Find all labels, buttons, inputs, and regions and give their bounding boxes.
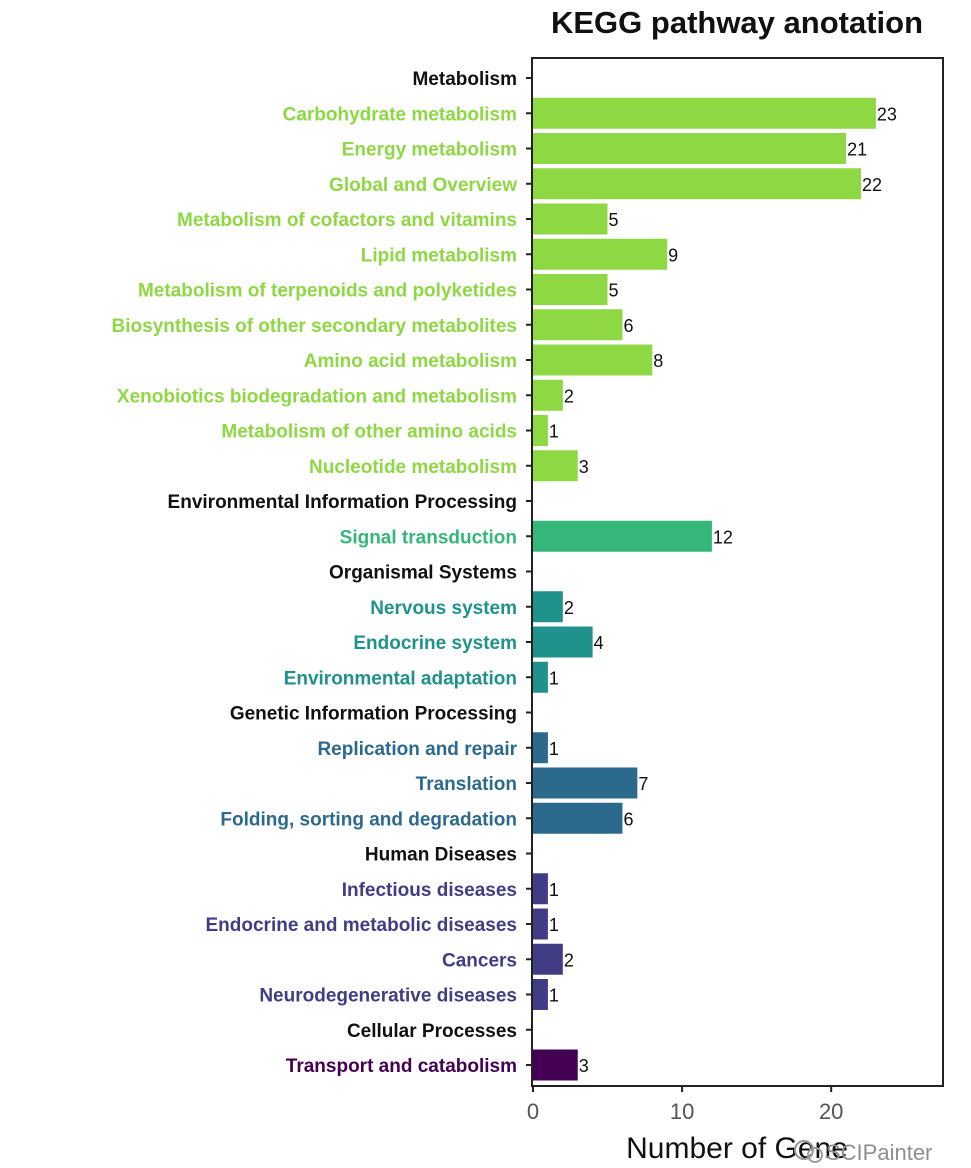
plot-frame	[531, 57, 944, 1087]
value-label-biosynthesis-of-other-secondary-metabolites: 6	[623, 316, 633, 336]
value-label-metabolism-of-cofactors-and-vitamins: 5	[609, 210, 619, 230]
bar-endocrine-and-metabolic-diseases	[533, 908, 548, 940]
wechat-icon-bubble	[807, 1147, 823, 1163]
value-label-transport-and-catabolism: 3	[579, 1056, 589, 1076]
category-label-infectious-diseases: Infectious diseases	[342, 880, 517, 901]
value-label-carbohydrate-metabolism: 23	[877, 104, 897, 124]
category-label-replication-and-repair: Replication and repair	[317, 739, 517, 760]
bar-metabolism-of-other-amino-acids	[533, 415, 548, 446]
value-label-xenobiotics-biodegradation-and-metabolism: 2	[564, 386, 574, 406]
bars-layer	[533, 97, 876, 1081]
value-label-signal-transduction: 12	[713, 527, 733, 547]
category-label-endocrine-system: Endocrine system	[353, 633, 517, 654]
value-label-environmental-adaptation: 1	[549, 668, 559, 688]
bar-cancers	[533, 943, 563, 975]
category-labels: Metabolism Carbohydrate metabolism Energy …	[112, 69, 518, 1077]
category-label-metabolism-of-other-amino-acids: Metabolism of other amino acids	[221, 422, 517, 443]
category-label-xenobiotics-biodegradation-and-metabolism: Xenobiotics biodegradation and metabolis…	[117, 386, 517, 407]
x-tick-label-10: 10	[670, 1099, 694, 1124]
value-label-cancers: 2	[564, 950, 574, 970]
bar-endocrine-system	[533, 626, 593, 658]
watermark-text: SCIPainter	[826, 1140, 932, 1165]
value-label-folding-sorting-and-degradation: 6	[623, 809, 633, 829]
bar-infectious-diseases	[533, 873, 548, 905]
category-label-lipid-metabolism: Lipid metabolism	[361, 245, 517, 266]
bar-biosynthesis-of-other-secondary-metabolites	[533, 309, 623, 341]
bar-amino-acid-metabolism	[533, 344, 653, 376]
category-label-biosynthesis-of-other-secondary-metabolites: Biosynthesis of other secondary metaboli…	[112, 316, 517, 337]
bar-translation	[533, 767, 638, 799]
x-tick-label-0: 0	[527, 1099, 539, 1124]
category-label-transport-and-catabolism: Transport and catabolism	[286, 1056, 517, 1077]
category-label-environmental-adaptation: Environmental adaptation	[284, 668, 517, 689]
bar-folding-sorting-and-degradation	[533, 802, 623, 834]
bar-carbohydrate-metabolism	[533, 97, 876, 129]
category-label-organismal-systems: Organismal Systems	[329, 563, 517, 584]
value-label-endocrine-system: 4	[594, 633, 604, 653]
value-label-nucleotide-metabolism: 3	[579, 457, 589, 477]
category-label-energy-metabolism: Energy metabolism	[342, 140, 517, 161]
bar-nucleotide-metabolism	[533, 450, 578, 482]
bar-transport-and-catabolism	[533, 1049, 578, 1081]
category-label-human-diseases: Human Diseases	[365, 845, 517, 866]
bar-environmental-adaptation	[533, 661, 548, 693]
bar-global-and-overview	[533, 168, 861, 200]
category-label-genetic-information-processing: Genetic Information Processing	[230, 704, 517, 725]
category-label-nucleotide-metabolism: Nucleotide metabolism	[309, 457, 517, 478]
category-label-cellular-processes: Cellular Processes	[347, 1021, 517, 1042]
bar-lipid-metabolism	[533, 238, 668, 270]
category-label-metabolism-of-terpenoids-and-polyketides: Metabolism of terpenoids and polyketides	[138, 281, 517, 302]
category-label-amino-acid-metabolism: Amino acid metabolism	[304, 351, 517, 372]
watermark: SCIPainter	[794, 1140, 932, 1165]
value-label-metabolism-of-terpenoids-and-polyketides: 5	[609, 281, 619, 301]
bar-neurodegenerative-diseases	[533, 979, 548, 1010]
value-label-energy-metabolism: 21	[847, 140, 867, 160]
value-label-neurodegenerative-diseases: 1	[549, 986, 559, 1006]
category-label-carbohydrate-metabolism: Carbohydrate metabolism	[283, 104, 517, 125]
bar-energy-metabolism	[533, 133, 847, 164]
value-label-amino-acid-metabolism: 8	[653, 351, 663, 371]
bar-signal-transduction	[533, 520, 712, 552]
bar-metabolism-of-cofactors-and-vitamins	[533, 203, 608, 235]
bar-xenobiotics-biodegradation-and-metabolism	[533, 379, 563, 411]
value-label-nervous-system: 2	[564, 598, 574, 618]
value-label-metabolism-of-other-amino-acids: 1	[549, 422, 559, 442]
category-label-metabolism: Metabolism	[412, 69, 517, 90]
category-label-translation: Translation	[416, 774, 517, 795]
value-label-endocrine-and-metabolic-diseases: 1	[549, 915, 559, 935]
bar-replication-and-repair	[533, 732, 548, 764]
bar-metabolism-of-terpenoids-and-polyketides	[533, 274, 608, 305]
x-tick-label-20: 20	[819, 1099, 843, 1124]
chart-title: KEGG pathway anotation	[551, 5, 923, 40]
category-label-endocrine-and-metabolic-diseases: Endocrine and metabolic diseases	[206, 915, 518, 936]
value-label-translation: 7	[638, 774, 648, 794]
category-label-folding-sorting-and-degradation: Folding, sorting and degradation	[220, 809, 517, 830]
category-label-signal-transduction: Signal transduction	[340, 527, 517, 548]
category-label-metabolism-of-cofactors-and-vitamins: Metabolism of cofactors and vitamins	[177, 210, 517, 231]
category-label-nervous-system: Nervous system	[370, 598, 517, 619]
category-label-neurodegenerative-diseases: Neurodegenerative diseases	[259, 986, 517, 1007]
category-label-cancers: Cancers	[442, 950, 517, 971]
category-label-environmental-information-processing: Environmental Information Processing	[168, 492, 517, 513]
value-label-replication-and-repair: 1	[549, 739, 559, 759]
value-label-lipid-metabolism: 9	[668, 245, 678, 265]
value-label-infectious-diseases: 1	[549, 880, 559, 900]
value-label-global-and-overview: 22	[862, 175, 882, 195]
wechat-icon	[794, 1140, 814, 1160]
bar-nervous-system	[533, 591, 563, 623]
category-label-global-and-overview: Global and Overview	[329, 175, 517, 196]
